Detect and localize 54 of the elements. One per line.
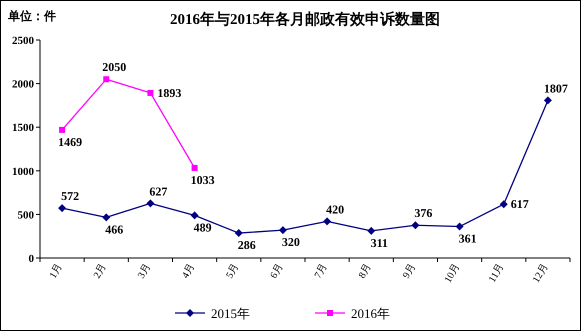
x-tick-label: 9月 bbox=[400, 262, 418, 280]
data-label: 286 bbox=[238, 238, 256, 252]
x-tick-label: 8月 bbox=[356, 262, 374, 280]
data-label: 466 bbox=[105, 222, 124, 236]
data-label: 361 bbox=[458, 232, 477, 246]
data-label: 1469 bbox=[58, 134, 82, 149]
data-label: 1807 bbox=[544, 81, 568, 96]
legend-label: 2016年 bbox=[351, 306, 390, 321]
point bbox=[102, 213, 110, 222]
x-tick-label: 2月 bbox=[92, 262, 109, 280]
x-tick-label: 10月 bbox=[442, 262, 462, 285]
point bbox=[59, 126, 66, 133]
x-tick-label: 6月 bbox=[268, 262, 286, 280]
point bbox=[234, 229, 243, 238]
data-label: 311 bbox=[370, 236, 388, 250]
data-label: 1033 bbox=[190, 172, 215, 187]
x-tick-label: 1月 bbox=[48, 262, 65, 280]
chart-title: 2016年与2015年各月邮政有效申诉数量图 bbox=[170, 11, 440, 28]
x-tick-label: 12月 bbox=[530, 262, 551, 285]
point bbox=[367, 226, 376, 235]
y-tick-label: 1500 bbox=[12, 122, 34, 134]
x-tick-label: 11月 bbox=[487, 262, 506, 285]
point bbox=[278, 226, 287, 234]
point bbox=[192, 164, 198, 171]
y-tick-label: 2000 bbox=[12, 78, 34, 91]
legend-label: 2015年 bbox=[211, 306, 250, 321]
data-label: 320 bbox=[282, 235, 300, 250]
data-label: 376 bbox=[414, 206, 432, 220]
point bbox=[58, 204, 66, 212]
point bbox=[411, 221, 420, 230]
y-tick-label: 2500 bbox=[12, 35, 34, 47]
point bbox=[190, 211, 199, 220]
point bbox=[103, 76, 110, 82]
data-label: 572 bbox=[61, 189, 80, 204]
y-tick-label: 500 bbox=[18, 209, 34, 222]
x-tick-label: 7月 bbox=[312, 262, 330, 280]
point bbox=[500, 200, 508, 208]
data-label: 627 bbox=[149, 184, 168, 198]
point bbox=[146, 199, 154, 208]
text: 单位：件 bbox=[7, 9, 56, 23]
data-label: 1893 bbox=[157, 86, 182, 100]
point bbox=[456, 222, 464, 231]
x-tick-label: 3月 bbox=[136, 262, 154, 280]
data-label: 420 bbox=[326, 202, 344, 216]
point bbox=[147, 90, 154, 96]
point bbox=[544, 96, 552, 104]
y-tick-label: 0 bbox=[28, 253, 34, 265]
data-label: 489 bbox=[194, 220, 212, 234]
y-tick-label: 1000 bbox=[12, 166, 34, 178]
point bbox=[323, 217, 332, 226]
x-tick-label: 4月 bbox=[180, 262, 198, 280]
data-label: 617 bbox=[510, 197, 529, 212]
data-label: 2050 bbox=[102, 60, 126, 74]
x-tick-label: 5月 bbox=[224, 262, 242, 280]
